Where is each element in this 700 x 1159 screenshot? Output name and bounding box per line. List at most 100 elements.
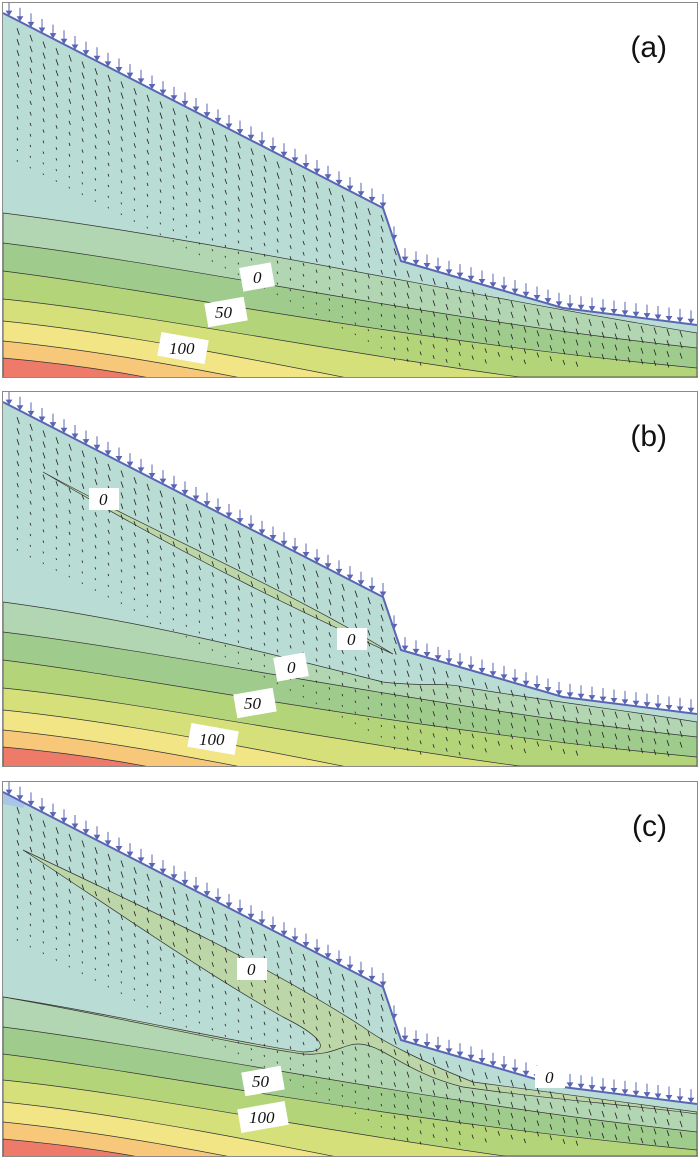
- velocity-vector: [393, 248, 397, 256]
- velocity-vector: [315, 636, 318, 641]
- velocity-vector: [146, 149, 149, 155]
- velocity-vector: [211, 951, 215, 957]
- velocity-vector: [276, 627, 279, 632]
- velocity-vector: [120, 125, 124, 131]
- velocity-vector: [185, 937, 189, 943]
- rain-arrow-head: [60, 817, 68, 824]
- velocity-vector: [497, 686, 501, 693]
- velocity-vector: [42, 875, 45, 881]
- velocity-vector: [146, 549, 149, 555]
- velocity-vector: [393, 681, 397, 687]
- velocity-vector: [523, 337, 527, 344]
- rain-arrow-head: [291, 936, 299, 942]
- velocity-vector: [120, 180, 123, 184]
- velocity-vector: [42, 908, 45, 912]
- velocity-vector: [237, 640, 240, 644]
- velocity-vector: [575, 706, 579, 714]
- velocity-vector: [81, 840, 85, 848]
- rain-arrow-head: [654, 703, 662, 709]
- velocity-vector: [224, 578, 227, 584]
- rain-arrow-head: [610, 1087, 618, 1094]
- velocity-vector: [133, 488, 137, 495]
- velocity-vector: [133, 576, 136, 580]
- velocity-vector: [55, 536, 58, 540]
- velocity-vector: [627, 335, 631, 342]
- velocity-vector: [341, 995, 345, 1002]
- velocity-vector: [68, 175, 71, 178]
- velocity-vector: [419, 696, 423, 703]
- velocity-vector: [68, 65, 72, 73]
- velocity-vector: [94, 468, 98, 475]
- velocity-vector: [328, 621, 332, 627]
- velocity-vector: [289, 256, 292, 260]
- velocity-vector: [575, 339, 579, 346]
- rain-arrow-head: [137, 78, 145, 84]
- velocity-vector: [133, 554, 136, 558]
- velocity-vector: [263, 1032, 266, 1036]
- velocity-vector: [354, 656, 357, 661]
- velocity-vector: [172, 141, 176, 147]
- rain-arrow-head: [148, 83, 156, 90]
- velocity-vector: [185, 235, 188, 238]
- velocity-vector: [328, 577, 332, 585]
- velocity-vector: [107, 529, 110, 535]
- velocity-vector: [81, 483, 85, 490]
- velocity-vector: [341, 1006, 345, 1013]
- velocity-vector: [432, 1057, 436, 1065]
- velocity-vector: [653, 1139, 657, 1146]
- velocity-vector: [198, 154, 202, 161]
- velocity-vector: [172, 931, 176, 937]
- velocity-vector: [237, 262, 240, 265]
- velocity-vector: [471, 1090, 475, 1097]
- velocity-vector: [328, 588, 332, 595]
- velocity-vector: [94, 101, 98, 107]
- velocity-vector: [172, 563, 175, 568]
- velocity-vector: [224, 145, 228, 153]
- rain-arrow-head: [126, 72, 134, 79]
- velocity-vector: [159, 167, 162, 172]
- rain-arrow-head: [5, 399, 13, 406]
- velocity-vector: [523, 304, 527, 312]
- velocity-vector: [419, 274, 423, 282]
- rain-arrow-head: [621, 699, 629, 705]
- velocity-vector: [29, 478, 32, 484]
- velocity-vector: [146, 983, 149, 987]
- velocity-vector: [666, 740, 670, 747]
- velocity-vector: [120, 92, 124, 99]
- velocity-vector: [250, 614, 253, 618]
- velocity-vector: [523, 348, 527, 354]
- velocity-vector: [16, 149, 19, 152]
- velocity-vector: [198, 143, 202, 150]
- velocity-vector: [263, 609, 266, 615]
- velocity-vector: [393, 714, 396, 719]
- rain-arrow-head: [71, 433, 79, 439]
- svg-text:50: 50: [252, 1072, 270, 1091]
- velocity-vector: [224, 556, 228, 563]
- velocity-vector: [380, 324, 383, 328]
- velocity-vector: [523, 693, 527, 701]
- velocity-vector: [16, 516, 19, 520]
- velocity-vector: [406, 681, 410, 688]
- velocity-vector: [328, 210, 332, 217]
- velocity-vector: [146, 538, 149, 544]
- velocity-vector: [653, 1106, 657, 1114]
- velocity-vector: [68, 487, 72, 493]
- velocity-vector: [315, 603, 319, 610]
- velocity-vector: [289, 969, 293, 976]
- velocity-vector: [640, 1104, 644, 1112]
- velocity-vector: [107, 908, 110, 914]
- velocity-vector: [81, 895, 84, 901]
- velocity-vector: [250, 225, 253, 229]
- velocity-vector: [341, 1050, 344, 1055]
- velocity-vector: [133, 121, 137, 127]
- rain-arrows: [5, 782, 695, 1104]
- velocity-vector: [94, 968, 97, 971]
- velocity-vector: [198, 944, 202, 950]
- velocity-vector: [406, 1104, 409, 1110]
- velocity-vector: [406, 358, 409, 363]
- velocity-vector: [510, 1090, 514, 1098]
- velocity-vector: [510, 744, 513, 750]
- velocity-vector: [29, 100, 32, 106]
- velocity-vector: [250, 982, 253, 987]
- velocity-vector: [393, 336, 396, 340]
